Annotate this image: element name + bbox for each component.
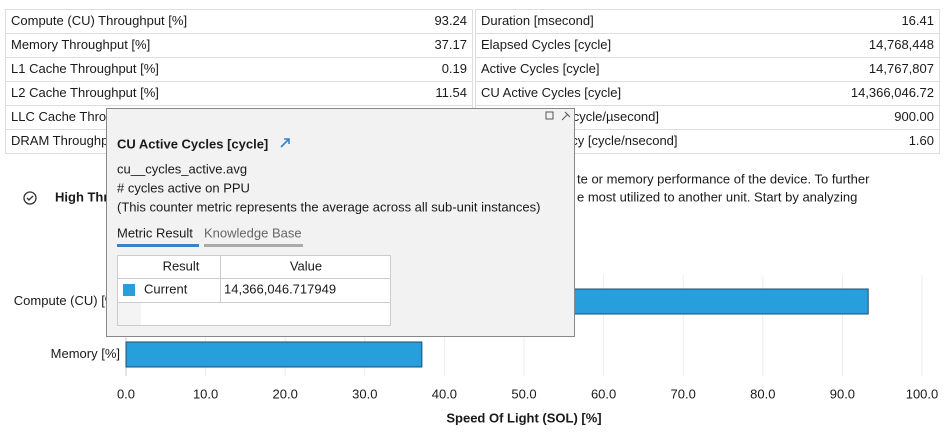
section-text: te or memory performance of the device. … (577, 171, 870, 186)
x-axis-label: Speed Of Light (SOL) [%] (446, 410, 601, 425)
metric-value: 14,366,046.72 (851, 85, 934, 100)
metric-value: 0.19 (442, 61, 467, 76)
tab-underline (204, 244, 303, 247)
x-tick-label: 0.0 (117, 386, 135, 401)
metric-value: 1.60 (909, 133, 934, 148)
x-tick-label: 90.0 (830, 386, 855, 401)
metric-name: L2 Cache Throughput [%] (11, 85, 159, 100)
series-swatch (123, 284, 135, 296)
cell (5, 33, 473, 58)
header-cell: Value (290, 258, 322, 273)
metric-name: L1 Cache Throughput [%] (11, 61, 159, 76)
metric-value: 37.17 (434, 37, 467, 52)
metric-name: Active Cycles [cycle] (481, 61, 599, 76)
cell (5, 9, 473, 34)
cell (475, 57, 940, 82)
pin-icon[interactable] (561, 111, 571, 121)
x-tick-label: 50.0 (511, 386, 536, 401)
cell (475, 33, 940, 58)
check-icon (23, 191, 37, 205)
metric-name: Compute (CU) Throughput [%] (11, 13, 187, 28)
metric-name: Elapsed Cycles [cycle] (481, 37, 611, 52)
x-tick-label: 20.0 (273, 386, 298, 401)
section-text: e most utilized to another unit. Start b… (577, 189, 857, 204)
cell: Current (144, 281, 188, 296)
header-cell: Result (163, 258, 200, 273)
metric-value: 16.41 (901, 13, 934, 28)
metric-value: 93.24 (434, 13, 467, 28)
tooltip-line: # cycles active on PPU (117, 180, 250, 195)
bar (125, 341, 423, 368)
tab[interactable]: Knowledge Base (204, 225, 302, 240)
metric-name: Memory Throughput [%] (11, 37, 150, 52)
metric-value: 11.54 (435, 85, 467, 100)
y-tick-label: Memory [%] (51, 346, 120, 361)
x-tick-label: 10.0 (193, 386, 218, 401)
x-tick-label: 40.0 (432, 386, 457, 401)
x-tick-label: 60.0 (591, 386, 616, 401)
copy-icon[interactable] (545, 111, 554, 120)
metric-name: Duration [msecond] (481, 13, 594, 28)
tooltip-title: CU Active Cycles [cycle] (117, 136, 268, 151)
x-tick-label: 80.0 (750, 386, 775, 401)
metric-name: CU Active Cycles [cycle] (481, 85, 621, 100)
metric-value: 900.00 (894, 109, 934, 124)
row-header (118, 302, 141, 325)
y-tick-label: Compute (CU) [%] (14, 293, 120, 308)
tooltip-line: cu__cycles_active.avg (117, 161, 247, 176)
tab[interactable]: Metric Result (117, 225, 193, 240)
tab-underline (117, 244, 199, 247)
cell (475, 9, 940, 34)
cell: 14,366,046.717949 (224, 281, 336, 296)
tooltip: CU Active Cycles [cycle] cu__cycles_acti… (106, 108, 575, 337)
metric-value: 14,768,448 (869, 37, 934, 52)
tooltip-line: (This counter metric represents the aver… (117, 199, 540, 214)
x-tick-label: 100.0 (906, 386, 939, 401)
cell (475, 81, 940, 106)
link-icon[interactable] (280, 138, 290, 148)
x-tick-label: 30.0 (352, 386, 377, 401)
x-tick-label: 70.0 (671, 386, 696, 401)
metric-value: 14,767,807 (869, 61, 934, 76)
result-table (117, 255, 391, 326)
check-icon (26, 195, 34, 201)
